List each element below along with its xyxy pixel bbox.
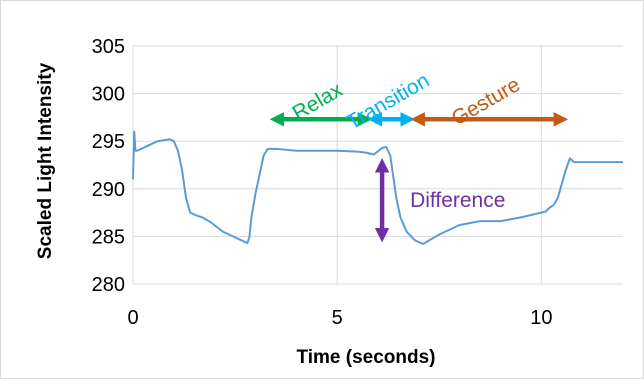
annotation-label: Transition	[343, 69, 434, 135]
series-line	[132, 130, 623, 246]
y-tick-label: 285	[92, 226, 125, 248]
x-tick-label: 5	[332, 307, 343, 329]
x-tick-label: 10	[530, 307, 552, 329]
y-tick-label: 290	[92, 179, 125, 201]
y-tick-label: 280	[92, 274, 125, 296]
y-tick-label: 300	[92, 84, 125, 106]
y-axis-title: Scaled Light Intensity	[35, 62, 56, 259]
annotation-label: Difference	[410, 189, 505, 212]
x-axis-title: Time (seconds)	[296, 347, 435, 368]
x-tick-label: 0	[127, 307, 138, 329]
y-tick-label: 295	[92, 131, 125, 153]
annotation-label: Gesture	[448, 73, 524, 130]
y-tick-label: 305	[92, 36, 125, 58]
